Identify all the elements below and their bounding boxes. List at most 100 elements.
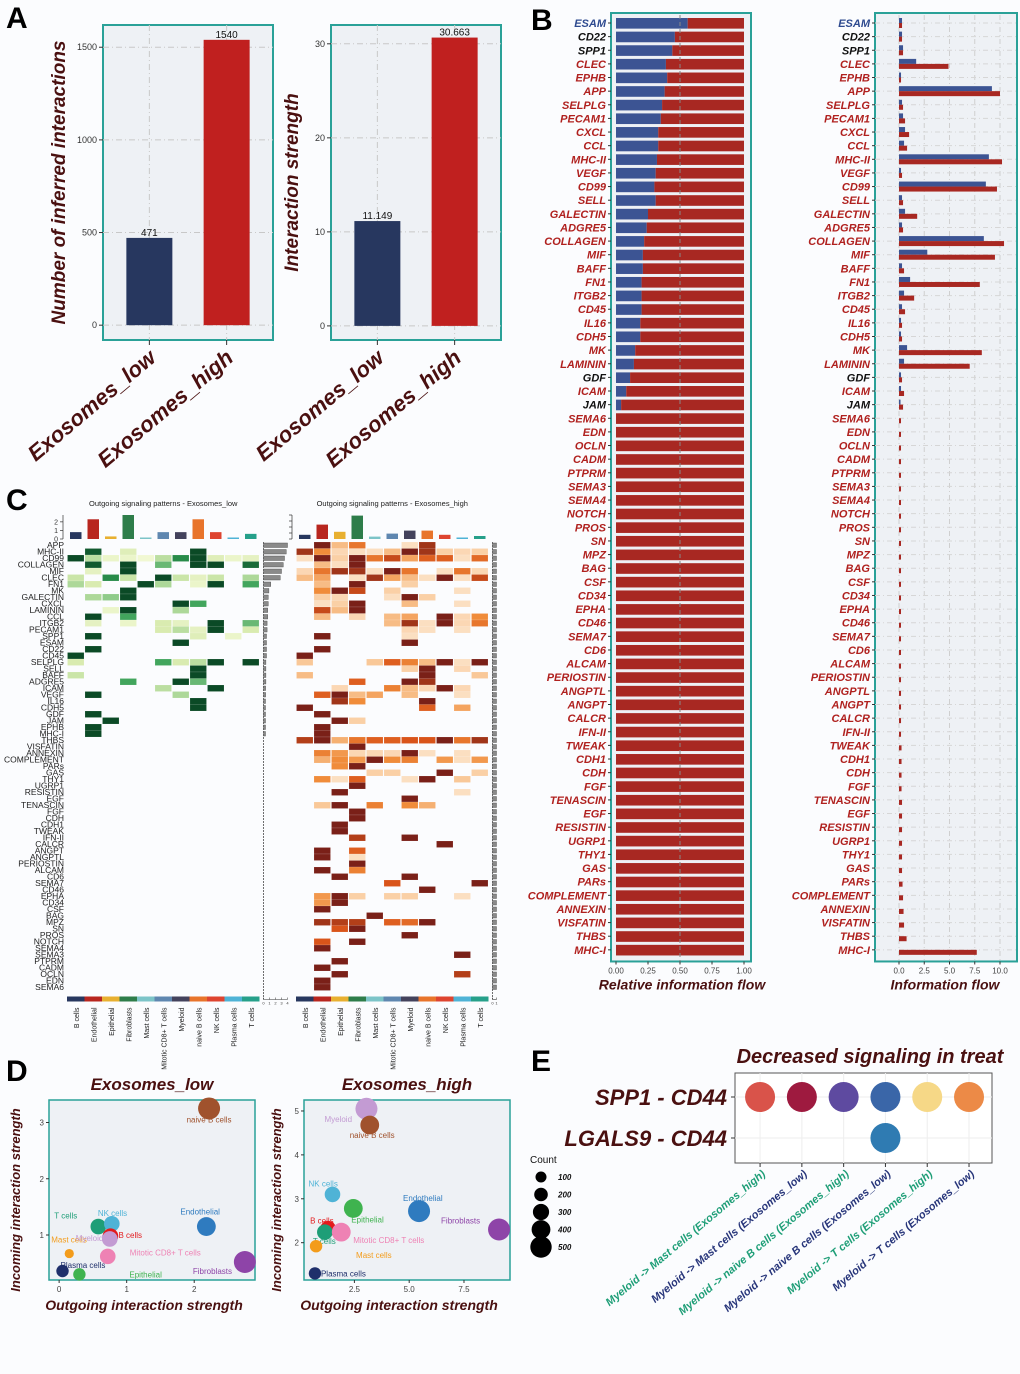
category-label: GDF [583,372,607,384]
heatmap-cell-MHC-II-T cells [471,548,489,556]
heatmap-cell-MIF-Endothelial [313,567,331,575]
right-bar-PECAM1 [263,627,268,633]
heatmap-cell-GALECTIN-Endothelial [313,593,331,601]
right-bar-CD45 [492,653,497,659]
heatmap-cell-ITGB2-T cells [242,619,260,627]
bar-low-CD99 [616,181,655,193]
heatmap-cell-FN1-Mitotic CD8+ T cells [154,580,172,588]
right-bar-ADGRE5 [263,679,267,685]
right-bar-MK [263,588,270,594]
bar-high-LAMININ [899,363,970,369]
heatmap-cell-CLEC-naive B cells [189,574,207,582]
bar-low-FN1 [616,276,642,288]
category-label: FN1 [585,277,606,289]
right-bar-FN1 [263,581,271,587]
heatmap-cell-PARs-Fibroblasts [348,762,366,770]
heatmap-cell-MK-Plasma cells [453,587,471,595]
category-label: APP [846,86,870,98]
category-label: PARs [841,877,870,889]
heatmap-cell-THBS-NK cells [436,736,454,744]
right-bar-EPHA [492,893,497,899]
right-bar-SPP1 [263,633,267,639]
right-bar-CD22 [492,646,497,652]
top-bar-Mitotic CD8+ T cells [386,533,398,539]
bar-low-GALECTIN [899,208,906,214]
right-bar-OCLN [492,971,497,977]
heatmap-cell-COMPLEMENT-Epithelial [331,756,349,764]
y-axis-title: Incoming interaction strength [8,1108,23,1292]
scatter-point-Fibroblasts [233,1251,256,1273]
category-label: THBS [576,931,607,943]
bar-low-CLEC [616,58,666,70]
category-label: FGF [584,781,606,793]
heatmap-cell-THY1-Myeloid [401,775,419,783]
heatmap-row-label: THBS [41,735,64,745]
category-label: SELPLG [826,100,870,112]
heatmap-cell-THBS-Fibroblasts [348,736,366,744]
heatmap-cell-CLEC-Mitotic CD8+ T cells [154,574,172,582]
y-tick-label: 0 [92,320,97,330]
heatmap-cell-MK-Fibroblasts [119,587,137,595]
heatmap-cell-ANNEXIN-Endothelial [313,749,331,757]
heatmap-cell-MHC-II-Endothelial [84,548,102,556]
bar-high-IL16 [899,322,903,328]
column-color-Fibroblasts [119,996,137,1002]
heatmap-cell-CLEC-Mitotic CD8+ T cells [383,574,401,582]
bar-high-CLEC [899,63,949,69]
heatmap-cell-SELPLG-naive B cells [418,658,436,666]
heatmap-cell-CLEC-Fibroblasts [348,574,366,582]
category-label: ALCAM [565,659,607,671]
right-bar-tick-label: 1 [268,1001,271,1006]
bar-low-CLEC [899,58,917,64]
heatmap-cell-SELPLG-NK cells [207,658,225,666]
column-color-Mast cells [137,996,155,1002]
bar-low-MK [616,345,636,356]
heatmap-cell-ICAM-Myeloid [401,684,419,692]
heatmap-cell-SN-Fibroblasts [348,925,366,933]
column-color-Fibroblasts [348,996,366,1002]
right-bar-EGF [492,796,497,802]
dot-SPP1-CD44-5 [954,1082,985,1112]
category-label: JAM [847,400,871,412]
column-color-T cells [242,996,260,1002]
bar-high-EPHA [616,604,744,615]
scatter-point-label: Mast cells [356,1251,392,1260]
heatmap-cell-CXCL-Plasma cells [453,600,471,608]
column-color-naive B cells [418,996,436,1002]
heatmap-cell-ADGRE5-naive B cells [418,678,436,686]
bar-high-COLLAGEN [644,236,744,247]
bar-high-GDF [899,377,903,383]
heatmap-cell-MIF-Fibroblasts [119,567,137,575]
heatmap-cell-PECAM1-naive B cells [418,626,436,634]
category-label: EDN [847,427,871,439]
scatter-point-Epithelial [73,1268,86,1281]
bar-high-IFN-II [899,731,902,737]
scatter-point-label: Endothelial [180,1208,220,1217]
y-tick-label: 2 [295,1239,300,1248]
heatmap-title: Outgoing signaling patterns - Exosomes_h… [317,499,468,508]
bar-high-PTPRM [899,472,901,478]
heatmap-row-label: SELPLG [31,657,64,667]
dotplot-title: Decreased signaling in treat [737,1046,1005,1068]
category-label: MHC-I [574,945,607,957]
heatmap-row-label: NOTCH [34,937,64,947]
y-axis-title: Interaction strength [282,93,303,271]
scatter-point-T-cells [317,1224,333,1240]
right-bar-TENASCIN [492,802,497,808]
category-label: ITGB2 [838,291,870,303]
heatmap-column-label: T cells [249,1007,256,1028]
bar-low-PECAM1 [899,113,904,119]
heatmap-cell-ICAM-Plasma cells [453,684,471,692]
scatter-point-Endothelial [408,1200,431,1223]
category-label: CALCR [568,713,607,725]
heatmap-row-label: CD46 [42,885,64,895]
bar-high-THBS [899,936,907,942]
bar-high-CCL [899,145,908,151]
heatmap-cell-TENASCIN-Mast cells [366,801,384,809]
legend-title: Count [530,1155,557,1166]
right-bar-tick-label: 0 [262,1001,265,1006]
scatter-point-Myeloid [101,1231,118,1247]
bar-low-APP [616,86,665,97]
right-bar-ESAM [492,640,497,646]
heatmap-cell-SPP1-Endothelial [313,632,331,640]
